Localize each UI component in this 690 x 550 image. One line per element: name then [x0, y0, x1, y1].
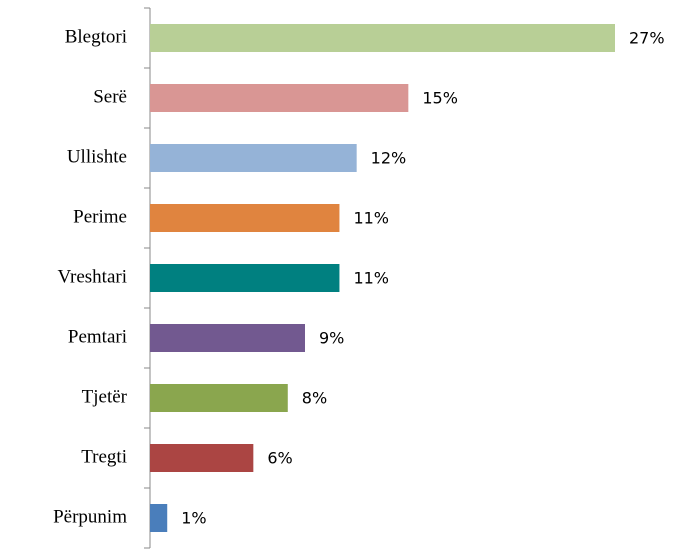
value-label: 11%: [353, 269, 389, 288]
value-label: 9%: [319, 329, 344, 348]
category-label: Pemtari: [68, 326, 127, 347]
category-label: Perime: [73, 206, 127, 227]
bar: [150, 24, 615, 52]
value-label: 27%: [629, 29, 665, 48]
bar: [150, 384, 288, 412]
category-label: Përpunim: [53, 506, 127, 527]
category-label: Tjetër: [82, 386, 128, 407]
category-label: Ullishte: [67, 146, 127, 167]
bar: [150, 324, 305, 352]
bar: [150, 204, 340, 232]
bar: [150, 444, 254, 472]
value-label: 15%: [422, 89, 458, 108]
bar: [150, 504, 168, 532]
value-label: 8%: [302, 389, 327, 408]
category-label: Serë: [93, 86, 127, 107]
value-label: 1%: [181, 509, 206, 528]
category-label: Tregti: [81, 446, 127, 467]
category-label: Blegtori: [65, 26, 127, 47]
bar: [150, 264, 340, 292]
value-label: 11%: [353, 209, 389, 228]
value-label: 6%: [267, 449, 292, 468]
bar: [150, 84, 409, 112]
value-label: 12%: [371, 149, 407, 168]
bar: [150, 144, 357, 172]
category-label: Vreshtari: [57, 266, 127, 287]
